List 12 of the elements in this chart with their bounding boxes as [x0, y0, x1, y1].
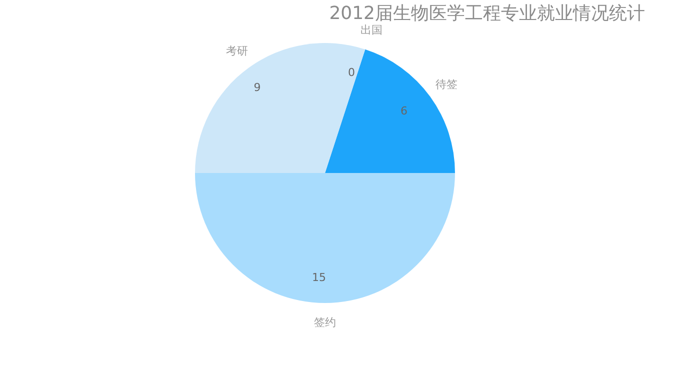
chart-title: 2012届生物医学工程专业就业情况统计: [329, 3, 645, 24]
data-label: 6: [400, 104, 408, 118]
pie-slice: [195, 173, 455, 303]
text: 0: [348, 66, 355, 80]
data-label: 15: [312, 271, 326, 284]
slice-label: 待签: [435, 78, 458, 91]
pie-slice: [195, 43, 366, 173]
data-label: 9: [254, 81, 261, 94]
slice-label: 考研: [226, 44, 248, 58]
slice-label: 签约: [314, 316, 336, 329]
category-label: 出国: [360, 23, 382, 36]
pie-slice: [325, 49, 455, 173]
